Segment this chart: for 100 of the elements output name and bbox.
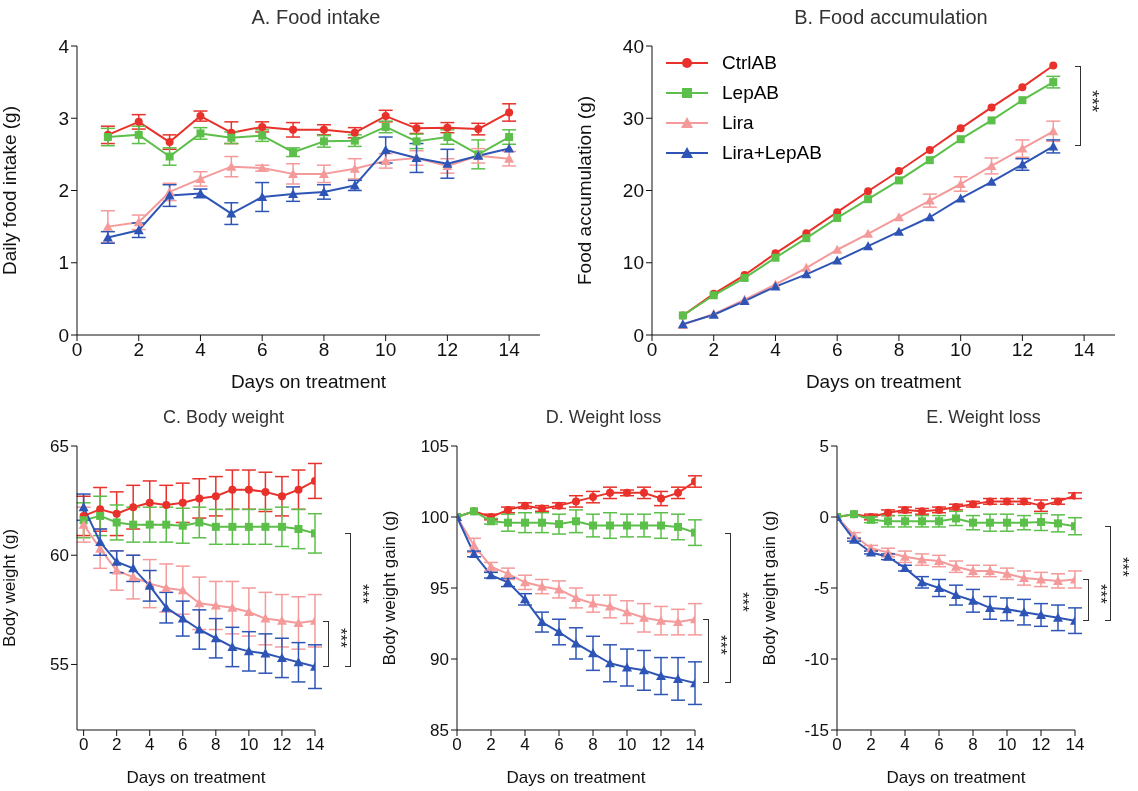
y-axis-title: Body weight (g) bbox=[0, 528, 20, 648]
point bbox=[833, 213, 842, 222]
point bbox=[276, 615, 287, 625]
text: *** bbox=[733, 591, 752, 612]
annotation: *** bbox=[1082, 89, 1104, 113]
point bbox=[674, 522, 682, 531]
point bbox=[161, 583, 172, 592]
point bbox=[639, 665, 649, 675]
point bbox=[893, 226, 904, 236]
point bbox=[211, 492, 220, 501]
point bbox=[78, 502, 89, 512]
point bbox=[802, 234, 811, 243]
x-tick-label: 10 bbox=[239, 735, 259, 755]
point bbox=[319, 125, 328, 134]
point bbox=[128, 563, 139, 573]
text: *** bbox=[711, 635, 730, 656]
y-tick-label: -5 bbox=[813, 579, 829, 599]
y-tick-label: 20 bbox=[622, 180, 644, 202]
text: *** bbox=[353, 584, 372, 604]
point bbox=[505, 108, 514, 117]
point bbox=[243, 646, 254, 656]
point bbox=[623, 521, 631, 530]
point bbox=[260, 613, 271, 623]
y-tick-label: 40 bbox=[622, 35, 644, 57]
point bbox=[78, 519, 89, 529]
point bbox=[554, 584, 564, 594]
point bbox=[128, 572, 139, 582]
point bbox=[985, 602, 995, 612]
point bbox=[294, 525, 303, 534]
point bbox=[162, 500, 171, 509]
x-tick-label: 0 bbox=[452, 735, 462, 755]
point bbox=[244, 522, 253, 531]
point bbox=[588, 598, 598, 608]
point bbox=[257, 192, 268, 201]
point bbox=[537, 617, 547, 627]
point bbox=[924, 212, 935, 222]
point bbox=[504, 143, 515, 153]
y-tick-label: 1 bbox=[58, 252, 69, 274]
x-tick-label: 14 bbox=[685, 735, 705, 755]
point bbox=[1048, 126, 1059, 136]
point bbox=[474, 125, 483, 134]
point bbox=[318, 168, 329, 178]
point bbox=[96, 511, 105, 520]
chart-title: E. Weight loss bbox=[925, 406, 1042, 429]
x-tick-label: 2 bbox=[708, 339, 720, 361]
y-tick-label: 5 bbox=[819, 437, 829, 457]
point bbox=[605, 658, 615, 668]
point bbox=[956, 135, 965, 144]
point bbox=[145, 520, 154, 529]
point bbox=[226, 161, 237, 171]
point bbox=[319, 137, 328, 146]
x-tick-label: 10 bbox=[950, 339, 972, 361]
point bbox=[257, 163, 268, 173]
point bbox=[572, 517, 580, 526]
point bbox=[145, 498, 154, 507]
point bbox=[673, 617, 683, 627]
point bbox=[1049, 61, 1058, 70]
point bbox=[657, 521, 665, 530]
point bbox=[164, 190, 175, 200]
y-tick-label: 95 bbox=[430, 579, 449, 599]
chart-title: D. Weight loss bbox=[544, 406, 663, 429]
point bbox=[606, 521, 614, 530]
point bbox=[987, 116, 996, 125]
point bbox=[260, 648, 271, 658]
x-axis-title: Days on treatment bbox=[886, 768, 1026, 787]
y-tick-label: 2 bbox=[58, 180, 69, 202]
point bbox=[987, 103, 996, 112]
point bbox=[111, 565, 122, 575]
point bbox=[925, 146, 934, 155]
chart-title: C. Body weight bbox=[161, 406, 286, 429]
point bbox=[521, 518, 529, 527]
x-tick-label: 2 bbox=[866, 735, 876, 755]
point bbox=[1049, 78, 1058, 87]
y-tick-label: 105 bbox=[420, 437, 449, 457]
point bbox=[589, 521, 597, 530]
point bbox=[832, 255, 843, 265]
point bbox=[350, 136, 359, 145]
point bbox=[955, 193, 966, 203]
point bbox=[129, 520, 138, 529]
x-tick-label: 12 bbox=[436, 339, 458, 361]
point bbox=[443, 133, 452, 142]
point bbox=[112, 509, 121, 518]
x-tick-label: 12 bbox=[1011, 339, 1033, 361]
y-tick-label: 55 bbox=[50, 655, 69, 675]
point bbox=[955, 179, 966, 188]
point bbox=[832, 244, 843, 254]
legend-label: Lira bbox=[722, 112, 754, 134]
point bbox=[801, 262, 812, 272]
x-tick-label: 4 bbox=[195, 339, 207, 361]
x-tick-label: 2 bbox=[111, 735, 122, 755]
x-tick-label: 10 bbox=[375, 339, 397, 361]
y-axis-title: Body weight gain (g) bbox=[380, 510, 400, 666]
x-axis-title: Days on treatment bbox=[506, 768, 646, 787]
y-tick-label: 60 bbox=[50, 546, 69, 566]
point bbox=[133, 225, 144, 235]
point bbox=[657, 494, 665, 503]
point bbox=[129, 503, 138, 512]
x-tick-label: 14 bbox=[1065, 735, 1085, 755]
point bbox=[261, 487, 270, 496]
point bbox=[504, 153, 515, 163]
